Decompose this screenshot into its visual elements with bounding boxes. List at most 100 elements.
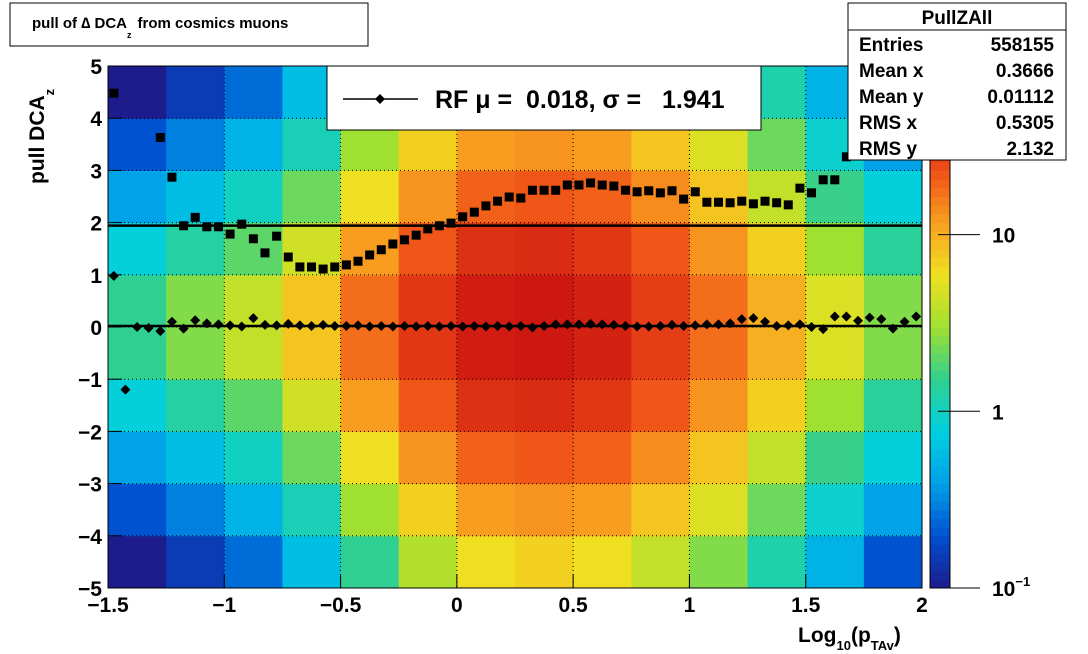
profile-square bbox=[248, 234, 258, 244]
profile-square bbox=[690, 187, 700, 197]
heatmap-cell bbox=[398, 170, 458, 224]
profile-diamond bbox=[422, 320, 433, 331]
profile-square bbox=[295, 262, 305, 272]
stats-frame bbox=[847, 2, 1067, 161]
profile-square bbox=[423, 224, 433, 234]
profile-diamond bbox=[492, 320, 503, 331]
colorbar-step bbox=[930, 422, 950, 432]
heatmap-cell bbox=[282, 535, 342, 589]
colorbar-step bbox=[930, 222, 950, 232]
y-tick-label: 0 bbox=[90, 317, 102, 340]
profile-square bbox=[260, 248, 270, 258]
stats-value: 2.132 bbox=[1006, 139, 1054, 160]
profile-square bbox=[539, 185, 549, 195]
colorbar-step bbox=[930, 387, 950, 398]
profile-diamond bbox=[620, 320, 631, 331]
z-tick-label: 10 bbox=[992, 225, 1015, 248]
colorbar-step bbox=[930, 353, 950, 363]
colorbar-step bbox=[930, 440, 950, 450]
profile-diamond bbox=[341, 320, 352, 331]
x-tick-label: 0 bbox=[451, 594, 463, 617]
profile-diamond bbox=[748, 313, 759, 324]
colorbar-step bbox=[930, 292, 950, 302]
heatmap-cell bbox=[224, 170, 283, 224]
profile-diamond bbox=[585, 318, 596, 329]
profile-diamond bbox=[864, 312, 875, 323]
profile-diamond bbox=[690, 320, 701, 331]
profile-diamond bbox=[876, 314, 887, 325]
x-tick-label: −0.5 bbox=[320, 594, 362, 617]
profile-diamond bbox=[806, 322, 817, 332]
profile-diamond bbox=[364, 321, 375, 332]
heatmap-cell bbox=[631, 222, 690, 276]
profile-diamond bbox=[527, 322, 538, 333]
heatmap-cell bbox=[573, 222, 632, 276]
heatmap-cell bbox=[631, 327, 690, 380]
stats-title: PullZAll bbox=[922, 8, 993, 29]
profile-square bbox=[841, 152, 851, 162]
profile-diamond bbox=[387, 321, 398, 332]
heatmap-cell bbox=[805, 379, 865, 432]
profile-diamond bbox=[713, 319, 724, 330]
heatmap-cell bbox=[224, 66, 283, 119]
heatmap-cell bbox=[340, 327, 400, 380]
colorbar-step bbox=[930, 309, 950, 319]
colorbar-step bbox=[930, 283, 950, 293]
stats-name: RMS y bbox=[859, 139, 918, 160]
heatmap-cell bbox=[282, 274, 342, 328]
colorbar-step bbox=[930, 231, 950, 241]
profile-square bbox=[353, 256, 363, 266]
colorbar-step bbox=[930, 266, 950, 276]
colorbar-step bbox=[930, 535, 950, 545]
profile-square bbox=[376, 245, 386, 255]
x-tick-label: −1 bbox=[212, 594, 236, 617]
profile-square bbox=[632, 187, 642, 197]
profile-square bbox=[179, 221, 189, 231]
profile-diamond bbox=[201, 318, 212, 329]
profile-diamond bbox=[318, 319, 329, 330]
y-axis-label: pull DCAz bbox=[26, 88, 57, 184]
heatmap-cell bbox=[631, 483, 690, 537]
heatmap-cell bbox=[631, 379, 690, 432]
profile-square bbox=[644, 186, 654, 196]
profile-square bbox=[562, 180, 572, 190]
heatmap-cell bbox=[456, 379, 516, 432]
profile-diamond bbox=[899, 316, 910, 327]
profile-square bbox=[772, 198, 782, 208]
x-tick-label: 0.5 bbox=[559, 594, 589, 617]
heatmap-cell bbox=[515, 535, 574, 589]
profile-square bbox=[190, 212, 200, 222]
z-tick-base: 10 bbox=[992, 578, 1015, 601]
profile-diamond bbox=[504, 321, 515, 332]
profile-diamond bbox=[306, 320, 317, 331]
z-tick-exp: −1 bbox=[1015, 574, 1030, 589]
colorbar-step bbox=[930, 553, 950, 563]
heatmap-cell bbox=[863, 431, 923, 485]
colorbar-step bbox=[930, 579, 950, 589]
heatmap-cell bbox=[456, 431, 516, 485]
profile-square bbox=[679, 194, 689, 204]
colorbar-step bbox=[930, 344, 950, 354]
profile-square bbox=[341, 260, 351, 270]
heatmap-cell bbox=[398, 535, 458, 589]
heatmap-cell bbox=[224, 431, 283, 485]
profile-diamond bbox=[794, 319, 805, 330]
y-tick-label: 4 bbox=[90, 108, 102, 131]
colorbar-step bbox=[930, 570, 950, 580]
profile-diamond bbox=[539, 320, 550, 331]
profile-square bbox=[516, 193, 526, 203]
heatmap-cell bbox=[340, 483, 400, 537]
profile-square bbox=[469, 207, 479, 217]
heatmap-cell bbox=[689, 327, 749, 380]
profile-diamond bbox=[818, 324, 829, 335]
profile-diamond bbox=[573, 319, 584, 330]
heatmap-cell bbox=[166, 222, 225, 276]
colorbar-step bbox=[930, 170, 950, 180]
stats-value: 0.3666 bbox=[996, 61, 1054, 82]
heatmap-cell bbox=[805, 222, 865, 276]
profile-square bbox=[597, 180, 607, 190]
colorbar-step bbox=[930, 196, 950, 206]
heatmap-cell bbox=[456, 222, 516, 276]
heatmap-cell bbox=[515, 274, 574, 328]
profile-diamond bbox=[655, 320, 666, 331]
